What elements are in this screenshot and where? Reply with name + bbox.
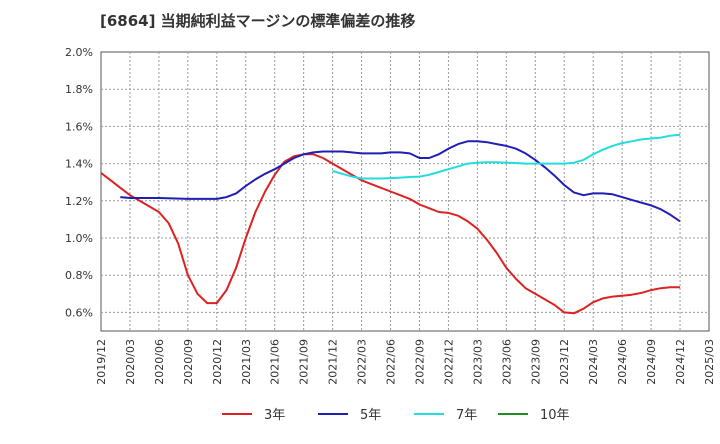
x-tick-label: 2023/03 [471,339,484,385]
y-tick-label: 1.6% [65,120,93,133]
x-tick-label: 2021/09 [298,339,311,385]
x-tick-label: 2021/12 [327,339,340,385]
x-tick-label: 2022/12 [442,339,455,385]
y-tick-label: 0.8% [65,269,93,282]
x-tick-label: 2020/12 [211,339,224,385]
x-tick-label: 2021/03 [240,339,253,385]
x-tick-label: 2024/12 [674,339,687,385]
x-tick-label: 2023/09 [529,339,542,385]
series-line-1 [120,140,681,223]
y-tick-label: 1.0% [65,232,93,245]
x-tick-label: 2022/03 [356,339,369,385]
y-tick-label: 0.6% [65,306,93,319]
x-tick-label: 2020/06 [153,339,166,385]
y-tick-label: 2.0% [65,46,93,59]
series-line-0 [100,153,680,315]
x-tick-label: 2020/03 [124,339,137,385]
x-tick-label: 2025/03 [703,339,716,385]
legend-label-3: 10年 [540,408,570,423]
x-tick-label: 2022/09 [413,339,426,385]
plot-area [100,51,710,332]
x-tick-label: 2024/03 [587,339,600,385]
x-tick-label: 2020/09 [182,339,195,385]
x-tick-label: 2021/06 [269,339,282,385]
legend-label-1: 5年 [360,408,381,423]
legend-label-0: 3年 [264,408,285,423]
chart-title: [6864] 当期純利益マージンの標準偏差の推移 [100,12,416,30]
legend-label-2: 7年 [456,408,477,423]
x-tick-label: 2023/06 [500,339,513,385]
x-tick-label: 2019/12 [95,339,108,385]
x-tick-label: 2022/06 [385,339,398,385]
y-tick-label: 1.8% [65,83,93,96]
x-tick-label: 2023/12 [558,339,571,385]
y-tick-label: 1.2% [65,195,93,208]
x-tick-label: 2024/09 [645,339,658,385]
x-tick-label: 2024/06 [616,339,629,385]
series-line-2 [332,133,681,180]
y-tick-label: 1.4% [65,158,93,171]
